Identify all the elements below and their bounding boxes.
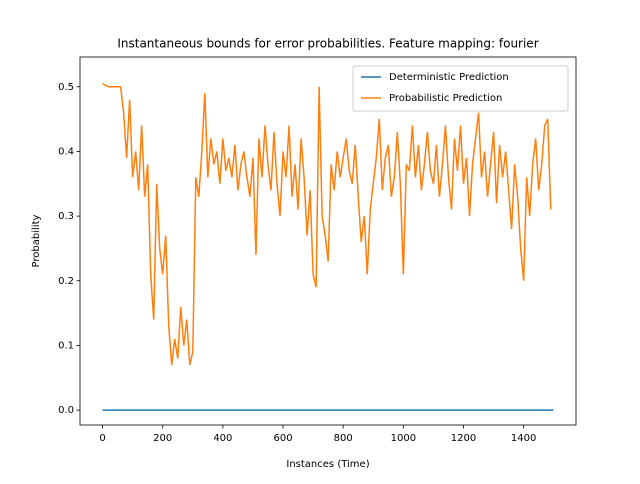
- x-tick-label: 600: [273, 433, 292, 444]
- x-tick-label: 400: [213, 433, 232, 444]
- y-tick-label: 0.3: [58, 211, 74, 222]
- legend-label: Probabilistic Prediction: [389, 93, 502, 104]
- chart-title: Instantaneous bounds for error probabili…: [117, 37, 538, 51]
- y-tick-label: 0.4: [58, 146, 74, 157]
- data-line: [102, 82, 552, 366]
- x-tick-label: 1000: [391, 433, 416, 444]
- y-axis-label: Probability: [31, 214, 42, 267]
- y-tick-label: 0.5: [58, 82, 74, 93]
- x-axis-label: Instances (Time): [286, 459, 369, 470]
- x-tick-label: 1200: [451, 433, 476, 444]
- y-tick-label: 0.2: [58, 276, 74, 287]
- plot-frame: [79, 56, 577, 426]
- legend-label: Deterministic Prediction: [389, 72, 509, 83]
- y-tick-label: 0.0: [58, 405, 74, 416]
- x-tick-label: 1400: [511, 433, 536, 444]
- x-tick-label: 200: [153, 433, 172, 444]
- legend-box: [352, 65, 569, 112]
- x-tick-label: 0: [99, 433, 105, 444]
- x-tick-label: 800: [334, 433, 353, 444]
- y-tick-label: 0.1: [58, 340, 74, 351]
